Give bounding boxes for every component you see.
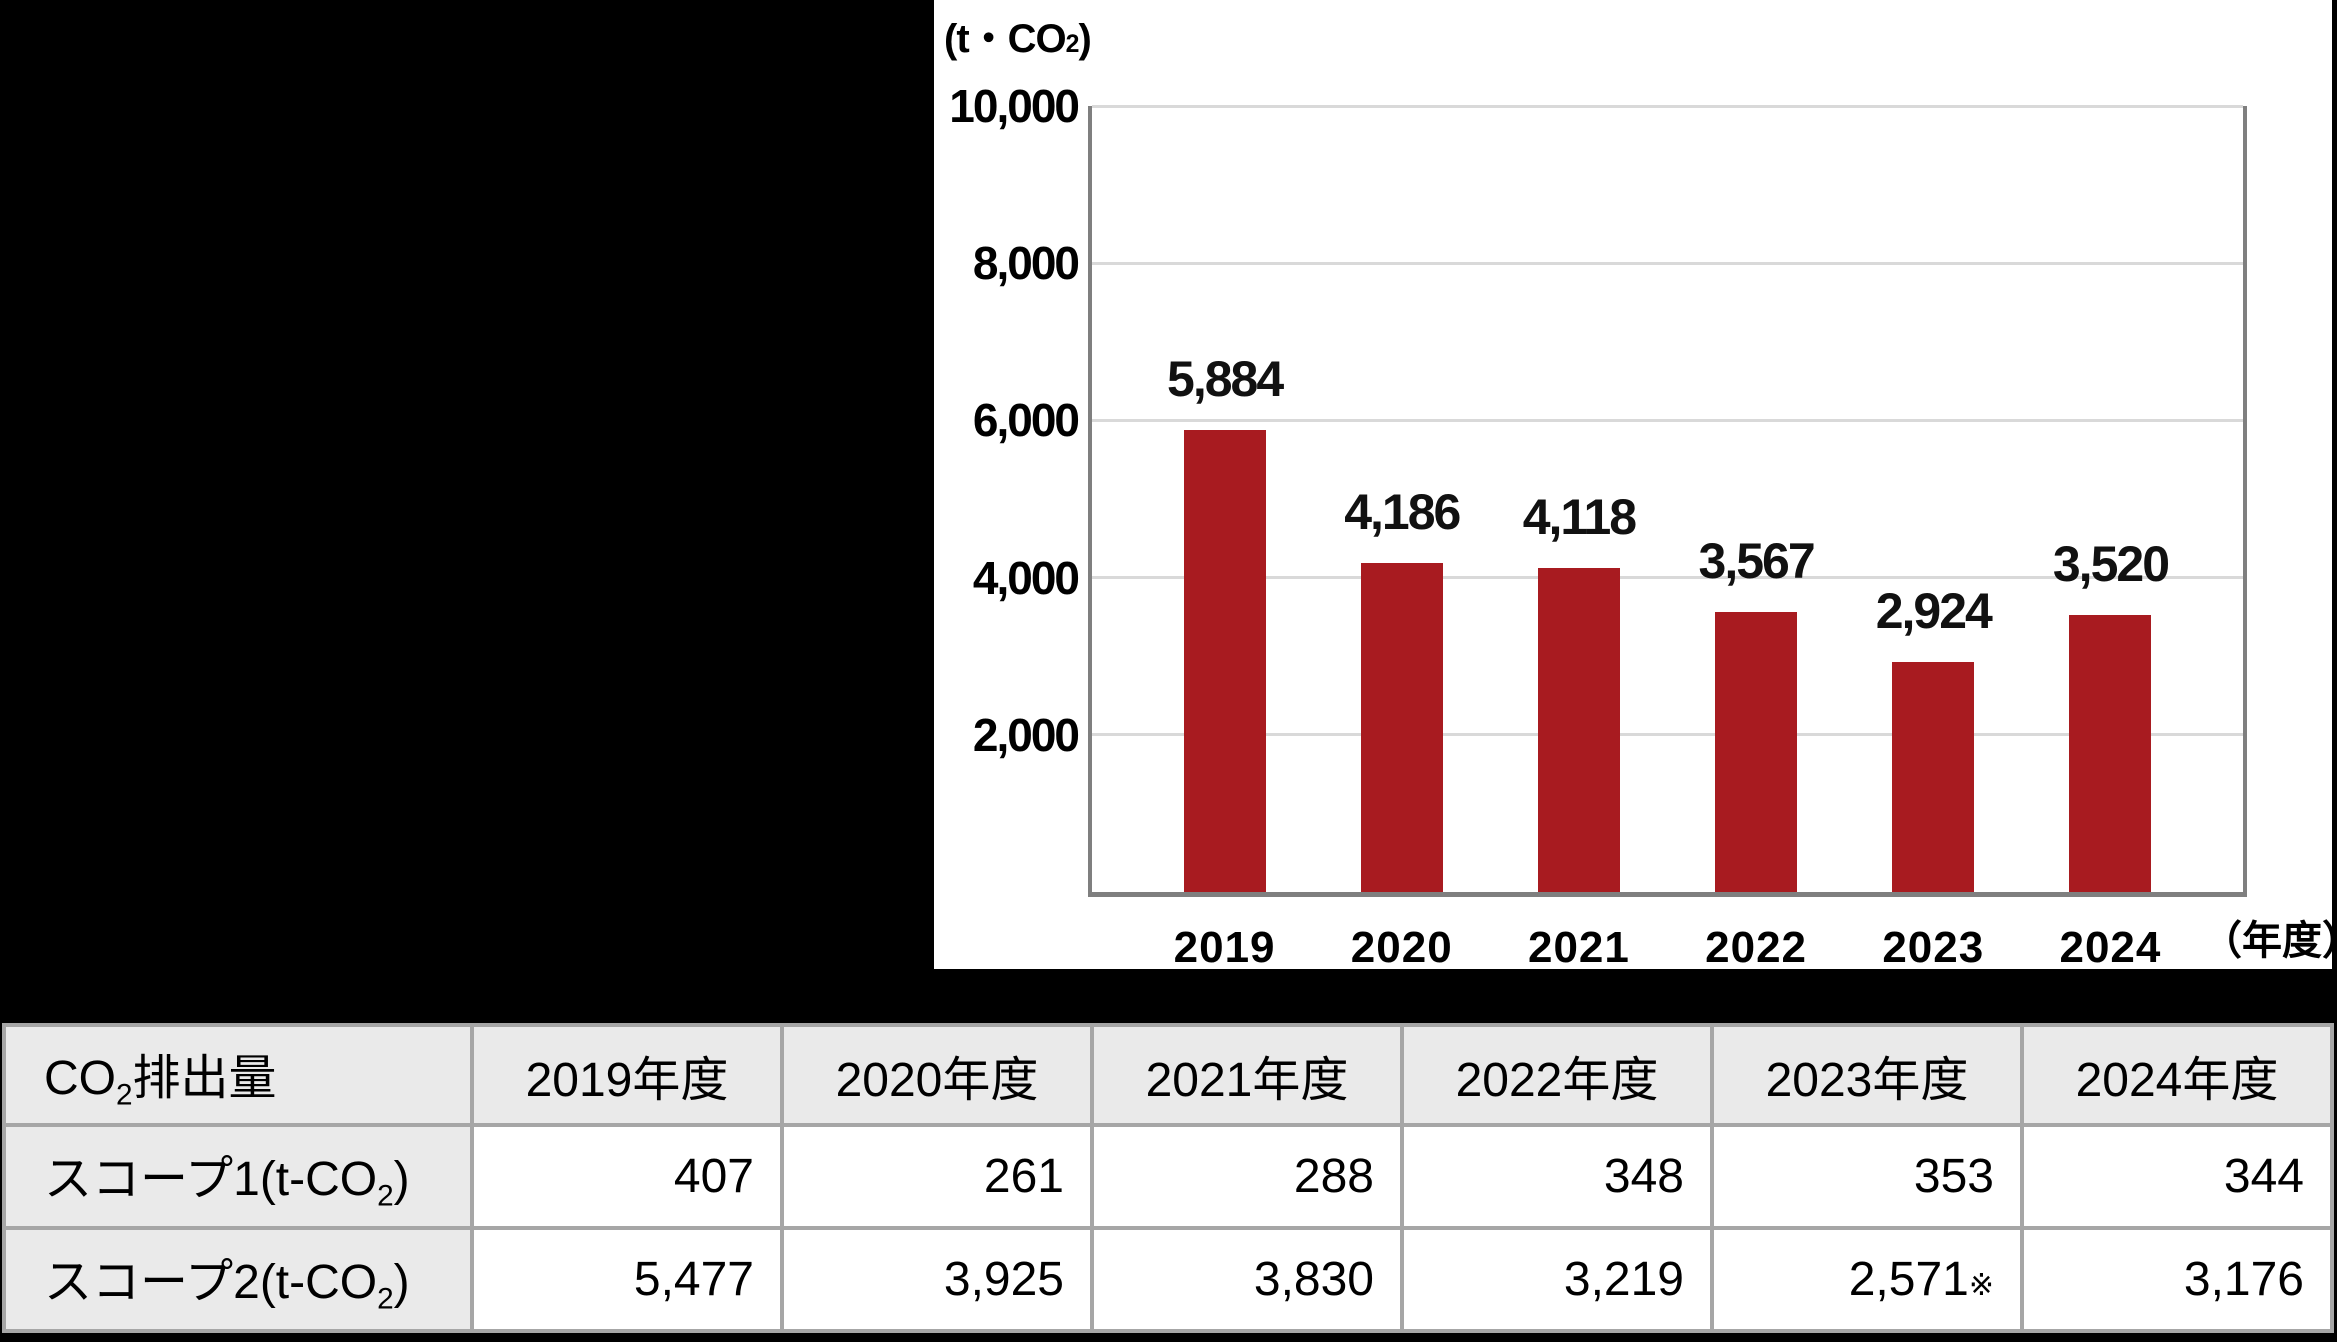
header-cell-year-2019: 2019年度	[470, 1023, 784, 1127]
bar-2022	[1715, 611, 1798, 892]
x-axis-label-2019: 2019	[1173, 923, 1276, 972]
gridline-6,000	[1092, 418, 2243, 422]
header-cell-year-2020: 2020年度	[780, 1023, 1094, 1127]
x-axis-label-2021: 2021	[1527, 923, 1630, 972]
value-text: 3,219	[1563, 1253, 1684, 1306]
table-row-scope2: スコープ2(t-CO2) 5,477 3,925 3,830 3,219 2,5…	[2, 1226, 2334, 1333]
header-cell-year-2023: 2023年度	[1710, 1023, 2024, 1127]
bar-value-label-2019: 5,884	[1167, 350, 1284, 407]
row-label-scope2: スコープ2(t-CO2)	[2, 1226, 474, 1333]
x-axis-unit-label: （年度）	[2202, 919, 2337, 963]
plot-area: 5,884 2019 4,186 2020 4,118 2021 3,567 2022 2,92…	[949, 80, 2247, 972]
y-axis-unit-prefix: (t・CO	[944, 17, 1067, 61]
row-label-scope1: スコープ1(t-CO2)	[2, 1123, 474, 1230]
scope1-value-2022: 348	[1400, 1123, 1714, 1230]
table-row-scope1: スコープ1(t-CO2) 407 261 288 348 353 344	[2, 1123, 2334, 1230]
gridline-2,000	[1092, 733, 2243, 737]
bar-value-label-2023: 2,924	[1875, 583, 1993, 640]
scope1-label-prefix: スコープ1(t-CO	[44, 1153, 378, 1207]
gridline-10,000	[1092, 104, 2243, 108]
x-axis-label-2024: 2024	[2059, 923, 2162, 972]
bar-2020	[1360, 562, 1443, 892]
bar-group-2022: 3,567 2022	[1668, 106, 1845, 972]
emissions-table: CO2排出量 2019年度 2020年度 2021年度 2022年度 2023年…	[2, 1023, 2334, 1333]
header-co2-subscript: 2	[116, 1078, 133, 1112]
value-text: 3,830	[1253, 1253, 1374, 1306]
header-cell-year-2022: 2022年度	[1400, 1023, 1714, 1127]
scope1-value-2020: 261	[780, 1123, 1094, 1230]
header-cell-year-2024: 2024年度	[2020, 1023, 2334, 1127]
bar-value-label-2021: 4,118	[1522, 489, 1637, 546]
scope1-label-subscript: 2	[377, 1179, 394, 1213]
value-text: 3,176	[2183, 1253, 2304, 1306]
scope2-label-subscript: 2	[377, 1282, 394, 1316]
bar-group-2019: 5,884 2019	[1136, 106, 1313, 972]
scope2-value-2023: 2,571※	[1710, 1226, 2024, 1333]
bar-value-label-2020: 4,186	[1344, 483, 1461, 540]
table-header-row: CO2排出量 2019年度 2020年度 2021年度 2022年度 2023年…	[2, 1023, 2334, 1127]
y-tick-label-10,000: 10,000	[949, 80, 1080, 132]
bar-2021	[1537, 568, 1620, 892]
bar-group-2021: 4,118 2021	[1490, 106, 1667, 972]
value-text: 261	[983, 1150, 1064, 1203]
bar-2024	[2069, 615, 2152, 892]
scope2-label-suffix: )	[393, 1256, 410, 1310]
bar-2023	[1892, 662, 1975, 892]
emissions-table-wrap: CO2排出量 2019年度 2020年度 2021年度 2022年度 2023年…	[2, 1023, 2334, 1333]
value-text: 348	[1603, 1150, 1684, 1203]
value-text: 5,477	[633, 1253, 754, 1306]
value-text: 353	[1913, 1150, 1994, 1203]
x-axis-label-2023: 2023	[1882, 923, 1985, 972]
scope2-label-prefix: スコープ2(t-CO	[44, 1256, 378, 1310]
y-tick-label-2,000: 2,000	[972, 708, 1080, 761]
scope1-value-2024: 344	[2020, 1123, 2334, 1230]
header-cell-co2-emissions: CO2排出量	[2, 1023, 474, 1127]
scope2-value-2020: 3,925	[780, 1226, 1094, 1333]
scope1-label-suffix: )	[393, 1153, 410, 1207]
asterisk-note-mark: ※	[1968, 1269, 1994, 1302]
scope2-value-2024: 3,176	[2020, 1226, 2334, 1333]
gridline-8,000	[1092, 261, 2243, 265]
y-tick-label-4,000: 4,000	[972, 551, 1080, 604]
bar-value-label-2024: 3,520	[2052, 536, 2170, 593]
gridline-4,000	[1092, 576, 2243, 580]
y-axis-unit-suffix: )	[1078, 17, 1091, 61]
scope1-value-2021: 288	[1090, 1123, 1404, 1230]
header-cell-year-2021: 2021年度	[1090, 1023, 1404, 1127]
value-text: 407	[673, 1150, 754, 1203]
bar-group-2023: 2,924 2023	[1845, 106, 2022, 972]
scope1-value-2019: 407	[470, 1123, 784, 1230]
header-co2-prefix: CO	[44, 1051, 116, 1105]
bars-container: 5,884 2019 4,186 2020 4,118 2021 3,567 2022 2,92…	[1092, 106, 2243, 972]
co2-emissions-bar-chart-panel: (t・CO2) 5,884 2019 4,186 2020 4,118 2021 3,567…	[934, 0, 2337, 972]
scope1-value-2023: 353	[1710, 1123, 2024, 1230]
value-text: 3,925	[943, 1253, 1064, 1306]
scope2-value-2021: 3,830	[1090, 1226, 1404, 1333]
header-co2-suffix: 排出量	[132, 1051, 277, 1105]
y-axis-unit-label: (t・CO2)	[944, 6, 1092, 64]
x-axis-label-2022: 2022	[1705, 923, 1808, 972]
bar-group-2020: 4,186 2020	[1313, 106, 1490, 972]
value-text: 2,571	[1848, 1253, 1969, 1306]
y-axis-unit-subscript: 2	[1065, 31, 1080, 58]
y-tick-label-8,000: 8,000	[972, 237, 1080, 290]
bar-value-label-2022: 3,567	[1698, 532, 1816, 589]
scope2-value-2022: 3,219	[1400, 1226, 1714, 1333]
value-text: 288	[1293, 1150, 1374, 1203]
y-tick-label-6,000: 6,000	[972, 394, 1080, 447]
value-text: 344	[2223, 1150, 2304, 1203]
bar-2019	[1183, 429, 1266, 892]
bar-group-2024: 3,520 2024	[2022, 106, 2199, 972]
scope2-value-2019: 5,477	[470, 1226, 784, 1333]
x-axis-label-2020: 2020	[1350, 923, 1453, 972]
